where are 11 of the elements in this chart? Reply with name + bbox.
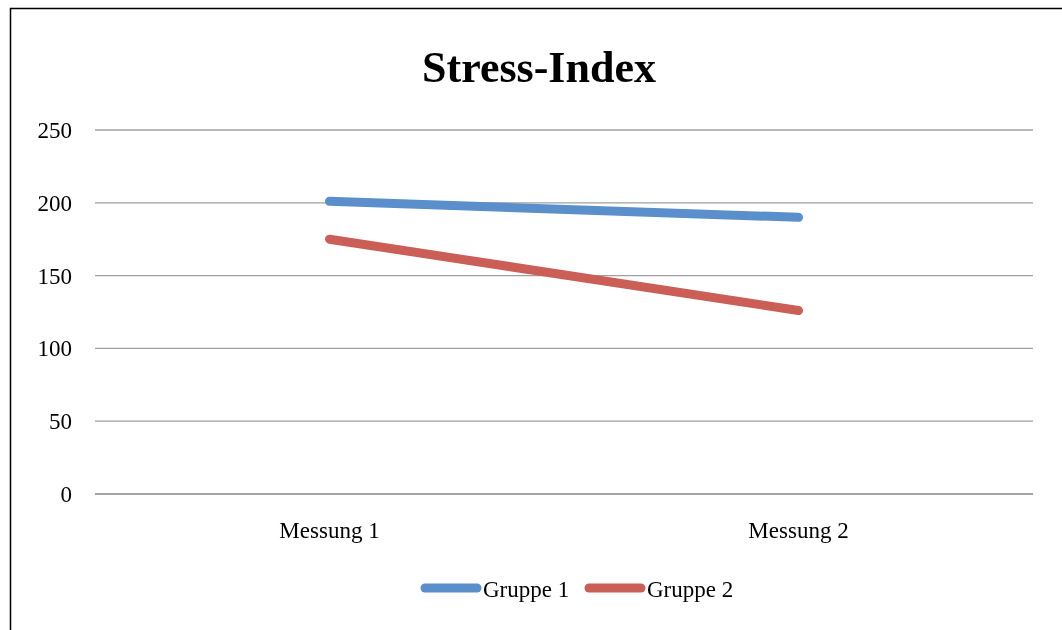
y-tick-label: 100 xyxy=(37,336,72,362)
y-tick-label: 200 xyxy=(37,190,72,216)
legend-label: Gruppe 2 xyxy=(647,577,734,602)
y-tick-label: 50 xyxy=(49,409,72,435)
chart-title: Stress-Index xyxy=(422,43,656,92)
y-tick-label: 0 xyxy=(60,482,72,507)
y-tick-label: 150 xyxy=(37,263,72,289)
y-tick-label: 250 xyxy=(37,118,72,143)
x-tick-label: Messung 2 xyxy=(748,518,849,543)
x-tick-label: Messung 1 xyxy=(279,518,380,543)
legend-label: Gruppe 1 xyxy=(483,577,570,602)
